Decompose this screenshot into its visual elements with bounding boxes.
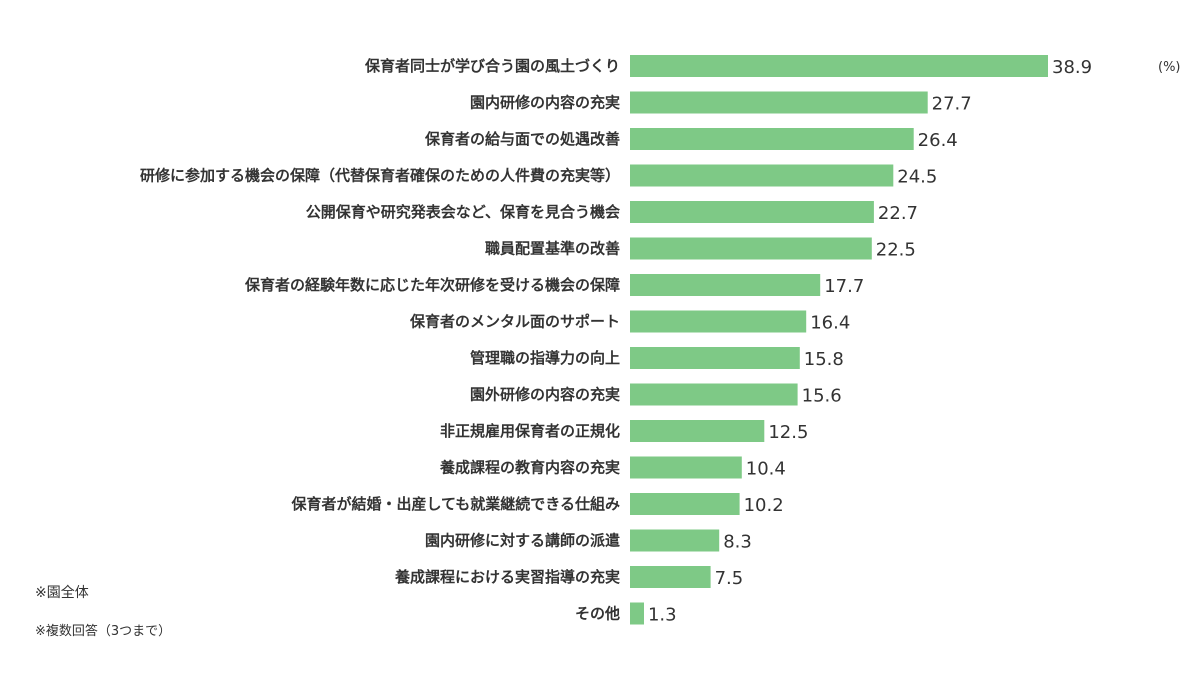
category-label: 園外研修の内容の充実	[470, 386, 620, 404]
category-label: 養成課程の教育内容の充実	[439, 459, 620, 477]
bar	[630, 383, 798, 406]
value-label: 15.6	[802, 386, 842, 407]
bar	[630, 274, 821, 296]
value-label: 27.7	[932, 94, 972, 115]
value-label: 8.3	[723, 532, 752, 553]
value-label: 1.3	[648, 605, 677, 626]
bar	[630, 456, 742, 479]
bar	[630, 237, 872, 260]
category-label: 園内研修の内容の充実	[470, 94, 620, 112]
category-label: 公開保育や研究発表会など、保育を見合う機会	[306, 203, 620, 221]
bar	[630, 493, 740, 515]
category-label: 管理職の指導力の向上	[470, 349, 620, 367]
category-label: 保育者のメンタル面のサポート	[409, 313, 620, 331]
value-label: 26.4	[918, 130, 958, 151]
category-label: 保育者の給与面での処遇改善	[424, 130, 620, 148]
category-label: 保育者同士が学び合う園の風土づくり	[364, 57, 620, 75]
bar	[630, 55, 1048, 77]
category-label: 非正規雇用保育者の正規化	[440, 422, 620, 440]
bar	[630, 164, 894, 187]
value-label: 22.5	[876, 240, 916, 261]
value-label: 12.5	[768, 422, 808, 443]
bar	[630, 566, 711, 588]
bar	[630, 347, 800, 369]
category-label: 研修に参加する機会の保障（代替保育者確保のための人件費の充実等）	[140, 167, 620, 185]
bar	[630, 201, 874, 223]
value-label: 15.8	[804, 349, 844, 370]
category-label: 保育者の経験年数に応じた年次研修を受ける機会の保障	[244, 276, 620, 294]
bar	[630, 529, 720, 552]
scope-note: ※園全体	[35, 585, 89, 601]
bar	[630, 602, 644, 625]
bar	[630, 420, 765, 442]
unit-label: (%)	[1158, 60, 1181, 75]
value-label: 38.9	[1052, 57, 1092, 78]
category-label: 職員配置基準の改善	[485, 240, 620, 258]
value-label: 16.4	[810, 313, 850, 334]
answer-type-note: ※複数回答（3つまで）	[35, 624, 172, 639]
value-label: 22.7	[878, 203, 918, 224]
category-label: その他	[575, 605, 620, 623]
value-label: 17.7	[824, 276, 864, 297]
bar	[630, 128, 914, 150]
category-label: 園内研修に対する講師の派遣	[425, 532, 620, 550]
value-label: 10.2	[744, 495, 784, 516]
value-label: 24.5	[897, 167, 937, 188]
value-label: 7.5	[715, 568, 744, 589]
bar	[630, 310, 807, 333]
category-label: 養成課程における実習指導の充実	[394, 568, 620, 586]
bar	[630, 91, 928, 114]
category-label: 保育者が結婚・出産しても就業継続できる仕組み	[290, 495, 620, 513]
value-label: 10.4	[746, 459, 786, 480]
